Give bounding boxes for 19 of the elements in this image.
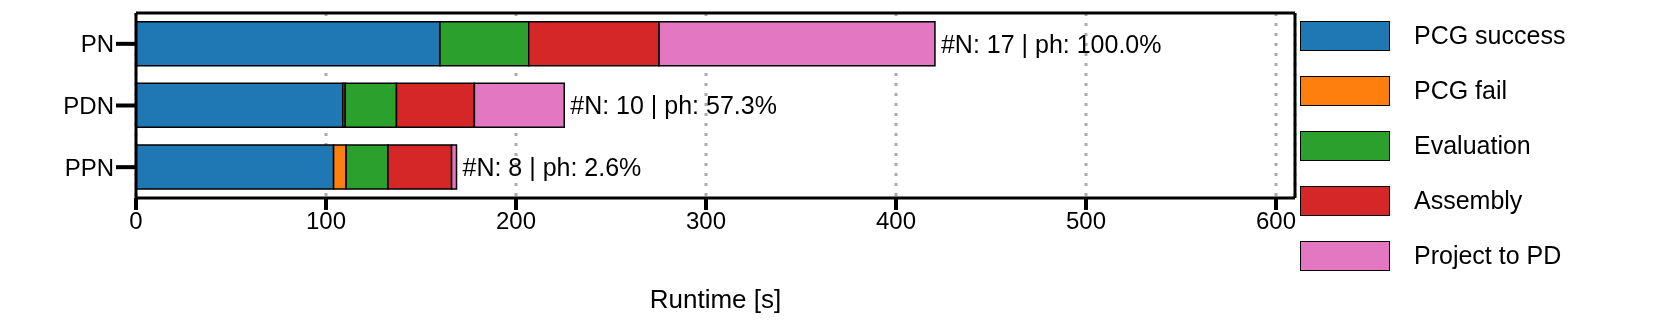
y-tick-label: PPN [64,153,114,181]
annotation: #N: 8 | ph: 2.6% [462,153,642,182]
legend-label: Project to PD [1414,241,1562,270]
y-tick-label: PDN [63,92,114,120]
legend-label: PCG fail [1414,76,1508,105]
x-tick-label: 0 [129,207,143,235]
annotation: #N: 10 | ph: 57.3% [570,91,777,120]
x-tick-label: 500 [1065,207,1107,235]
x-tick-label: 100 [305,207,347,235]
annotation: #N: 17 | ph: 100.0% [940,29,1162,58]
y-tick-label: PN [80,30,114,58]
x-tick-label: 400 [875,207,917,235]
x-axis-title: Runtime [s] [649,284,782,314]
x-tick-label: 600 [1255,207,1297,235]
legend-label: PCG success [1414,21,1566,50]
legend-label: Evaluation [1414,131,1531,160]
x-tick-label: 300 [685,207,727,235]
x-tick-label: 200 [495,207,537,235]
legend-label: Assembly [1414,186,1523,215]
